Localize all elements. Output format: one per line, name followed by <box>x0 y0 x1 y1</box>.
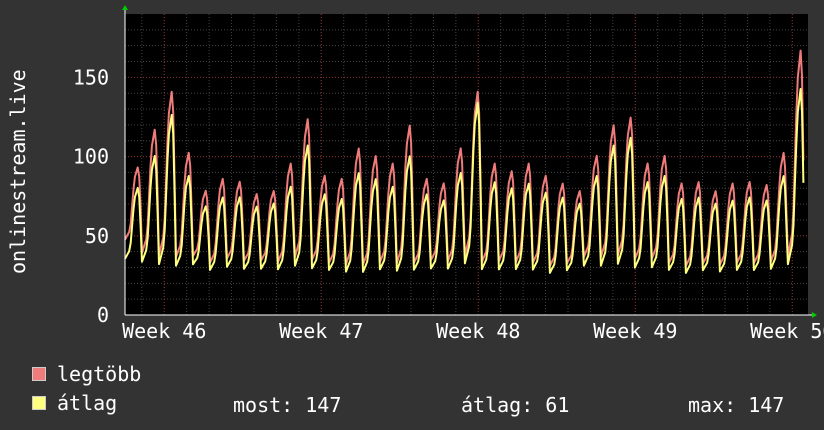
y-tick-label: 50 <box>85 224 109 248</box>
stat-now-label: most: <box>233 393 294 417</box>
y-tick-label: 150 <box>73 65 109 89</box>
x-tick-label: Week 50 <box>750 319 824 343</box>
plot-area <box>125 14 808 315</box>
x-tick-label: Week 49 <box>593 319 677 343</box>
legend-item-avg: átlag <box>32 391 118 415</box>
y-axis-label: onlinestream.live <box>6 69 30 274</box>
series-line-avg <box>124 88 805 274</box>
y-tick-label: 100 <box>73 145 109 169</box>
stat-now-value: 147 <box>305 393 342 417</box>
x-tick-label: Week 48 <box>436 319 520 343</box>
legend-label-avg: átlag <box>57 391 118 415</box>
stat-avg-label: átlag: <box>461 393 534 417</box>
legend-label-max: legtöbb <box>57 362 142 386</box>
stat-avg: átlag: 61 <box>461 393 569 417</box>
stat-avg-value: 61 <box>545 393 570 417</box>
stat-max: max: 147 <box>688 393 784 417</box>
stat-now: most: 147 <box>233 393 341 417</box>
legend-swatch-max <box>32 367 46 381</box>
stat-max-value: 147 <box>748 393 785 417</box>
legend-item-max: legtöbb <box>32 362 142 386</box>
stat-max-label: max: <box>688 393 737 417</box>
y-axis-arrow-icon <box>122 5 128 10</box>
x-tick-label: Week 46 <box>122 319 206 343</box>
y-tick-label: 0 <box>97 303 109 327</box>
legend-swatch-avg <box>32 396 46 410</box>
x-tick-label: Week 47 <box>279 319 363 343</box>
x-axis-arrow-icon <box>812 312 817 318</box>
